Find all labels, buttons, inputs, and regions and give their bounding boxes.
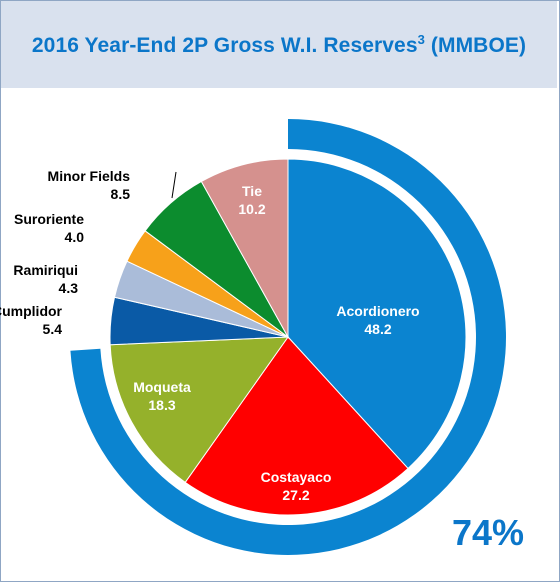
chart-title: 2016 Year-End 2P Gross W.I. Reserves3 (M… [32,32,526,58]
chart-title-unit: (MMBOE) [430,33,527,57]
pie-slice-costayaco [184,336,409,516]
slice-label-value: 10.2 [238,201,265,217]
chart-title-text: 2016 Year-End 2P Gross W.I. Reserves [31,33,418,57]
slice-label-name: Ramiriqui [13,262,78,278]
slice-label-name: Tie [242,183,262,199]
outer-ring-percent-label: 74% [451,512,524,553]
slice-label-value: 4.0 [65,229,85,245]
slice-label-suroriente: Suroriente 4.0 [14,211,84,245]
slice-label-value: 27.2 [282,487,309,503]
slice-label-name: Cumplidor [0,303,63,319]
pie-slice-acordionero [287,158,467,470]
slice-label-value: 18.3 [148,397,175,413]
slice-label-name: Costayaco [261,469,332,485]
slice-label-costayaco: Costayaco 27.2 [261,469,332,503]
slice-label-value: 8.5 [111,186,131,202]
slice-label-minor-fields: Minor Fields 8.5 [48,168,131,202]
slice-label-name: Suroriente [14,211,84,227]
chart-title-superscript: 3 [417,31,425,47]
slice-label-value: 4.3 [59,280,79,296]
slice-label-ramiriqui: Ramiriqui 4.3 [13,262,78,296]
slice-label-name: Acordionero [336,303,419,319]
title-bar: 2016 Year-End 2P Gross W.I. Reserves3 (M… [1,1,557,88]
slice-label-moqueta: Moqueta 18.3 [133,379,191,413]
slice-label-cumplidor: Cumplidor 5.4 [0,303,63,337]
slice-label-name: Minor Fields [48,168,131,184]
pie-slice-moqueta [109,336,289,484]
slice-label-value: 5.4 [43,321,63,337]
slice-label-tie: Tie 10.2 [238,183,265,217]
pie-slice-tie [200,158,289,339]
slice-label-name: Moqueta [133,379,191,395]
minor-fields-leader-line [171,171,177,199]
slice-label-value: 48.2 [364,321,391,337]
slice-label-acordionero: Acordionero 48.2 [336,303,419,337]
